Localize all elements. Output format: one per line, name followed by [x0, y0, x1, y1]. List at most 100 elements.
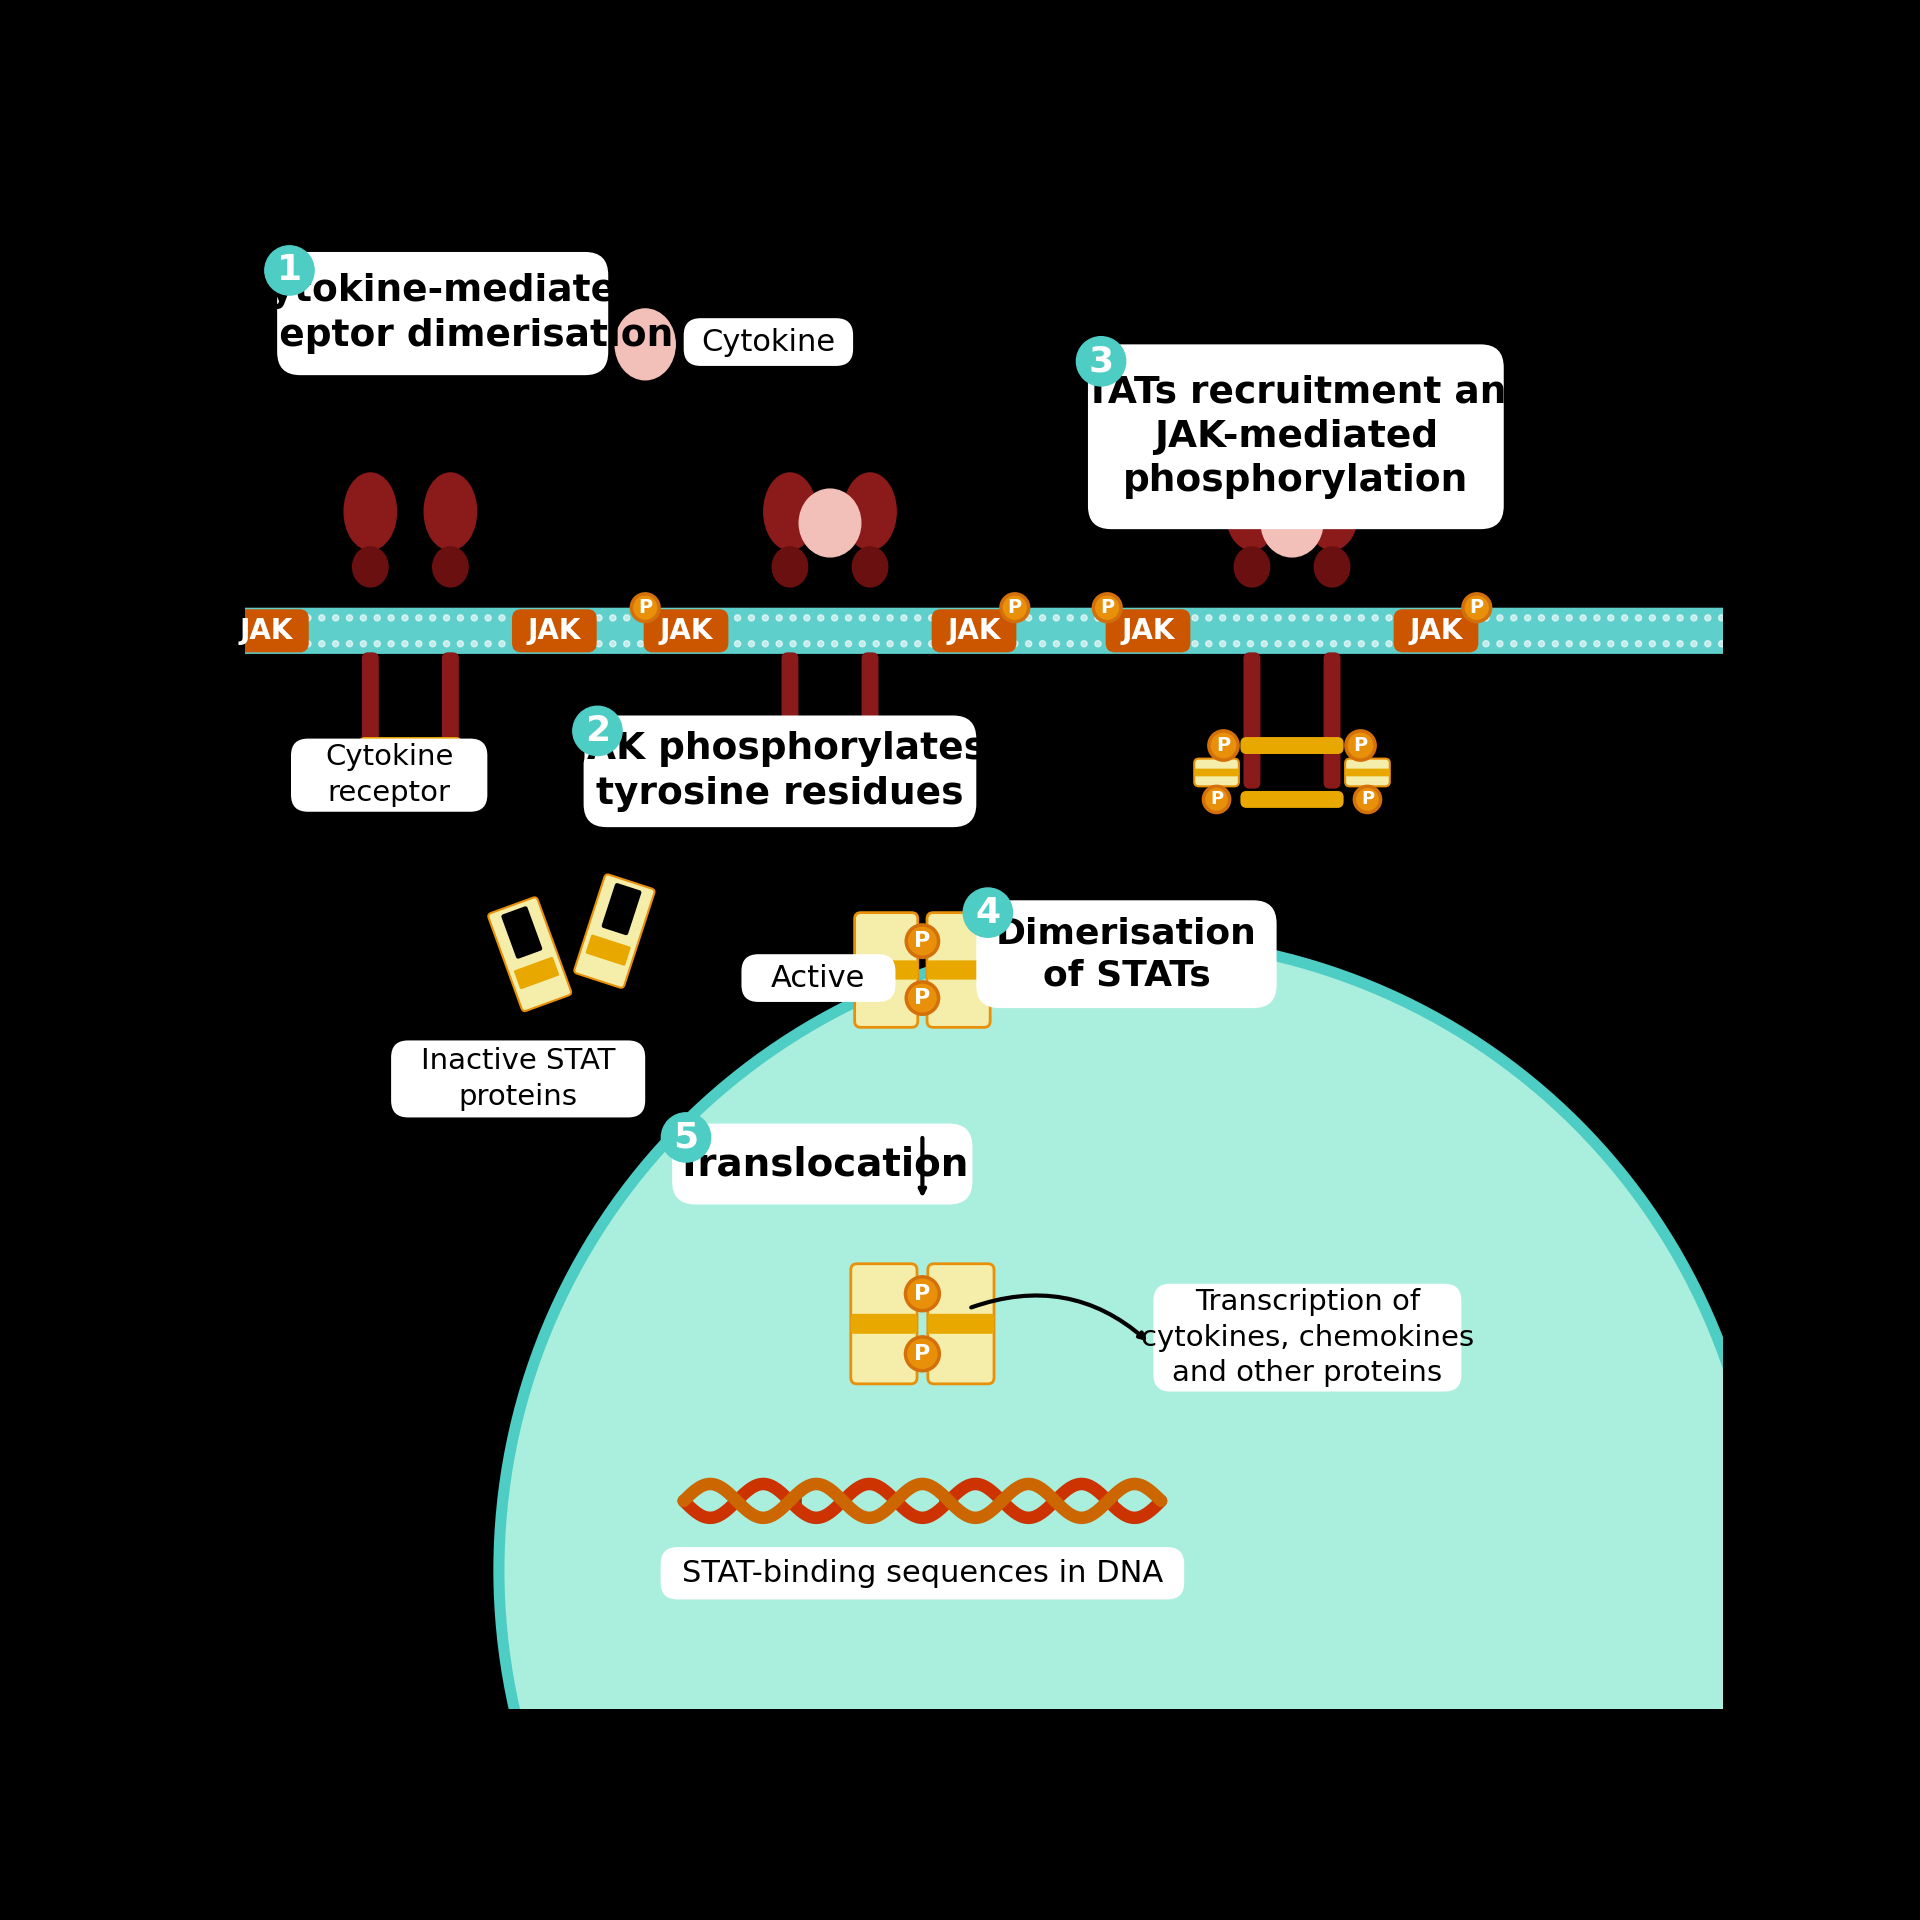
Circle shape [595, 641, 603, 647]
Circle shape [1331, 614, 1336, 620]
Circle shape [1511, 614, 1517, 620]
Circle shape [1663, 614, 1668, 620]
FancyBboxPatch shape [1240, 791, 1344, 808]
Circle shape [388, 641, 394, 647]
Circle shape [250, 641, 255, 647]
Circle shape [818, 614, 824, 620]
Circle shape [1718, 641, 1724, 647]
Circle shape [1636, 614, 1642, 620]
Circle shape [1551, 614, 1559, 620]
Circle shape [1206, 641, 1212, 647]
Circle shape [1150, 614, 1156, 620]
Circle shape [1288, 614, 1296, 620]
FancyBboxPatch shape [361, 653, 378, 789]
Circle shape [1524, 641, 1530, 647]
Circle shape [1663, 641, 1668, 647]
Circle shape [1622, 614, 1628, 620]
Circle shape [1192, 641, 1198, 647]
Ellipse shape [1261, 490, 1323, 557]
Circle shape [1649, 614, 1655, 620]
Circle shape [720, 614, 728, 620]
Circle shape [1304, 614, 1309, 620]
Circle shape [776, 641, 781, 647]
Circle shape [1054, 641, 1060, 647]
Circle shape [1427, 614, 1434, 620]
FancyBboxPatch shape [601, 883, 641, 935]
Circle shape [1705, 614, 1711, 620]
Circle shape [1068, 641, 1073, 647]
Circle shape [1357, 641, 1365, 647]
Circle shape [595, 614, 603, 620]
Text: P: P [914, 989, 931, 1008]
Text: P: P [637, 599, 653, 616]
Circle shape [789, 614, 797, 620]
Circle shape [637, 641, 643, 647]
Circle shape [1164, 641, 1171, 647]
Circle shape [572, 707, 622, 756]
Circle shape [1123, 641, 1129, 647]
Text: P: P [1100, 599, 1114, 616]
Circle shape [1346, 732, 1375, 760]
Circle shape [983, 641, 991, 647]
Circle shape [1524, 614, 1530, 620]
FancyBboxPatch shape [1323, 653, 1340, 789]
Circle shape [1179, 614, 1185, 620]
Text: 4: 4 [975, 895, 1000, 929]
Circle shape [1039, 614, 1046, 620]
Circle shape [906, 981, 939, 1014]
Circle shape [319, 641, 324, 647]
Circle shape [1386, 614, 1392, 620]
FancyBboxPatch shape [862, 653, 879, 789]
Circle shape [1692, 614, 1697, 620]
Circle shape [555, 614, 561, 620]
Circle shape [998, 641, 1004, 647]
Circle shape [929, 614, 935, 620]
Circle shape [499, 939, 1763, 1920]
Circle shape [693, 641, 699, 647]
Circle shape [1538, 641, 1544, 647]
Circle shape [632, 593, 659, 622]
Text: JAK: JAK [947, 616, 1000, 645]
Circle shape [693, 614, 699, 620]
Circle shape [1025, 641, 1031, 647]
Circle shape [499, 614, 505, 620]
Circle shape [845, 641, 852, 647]
Circle shape [1039, 641, 1046, 647]
Ellipse shape [764, 472, 816, 549]
Circle shape [1204, 787, 1229, 812]
Text: JAK: JAK [240, 616, 294, 645]
Circle shape [1676, 614, 1684, 620]
Circle shape [1676, 641, 1684, 647]
Text: P: P [1469, 599, 1484, 616]
Circle shape [860, 614, 866, 620]
Circle shape [388, 614, 394, 620]
Circle shape [720, 641, 728, 647]
Circle shape [1580, 641, 1586, 647]
Circle shape [1594, 641, 1599, 647]
FancyBboxPatch shape [513, 609, 597, 653]
FancyBboxPatch shape [442, 653, 459, 789]
Circle shape [1108, 614, 1116, 620]
FancyBboxPatch shape [931, 609, 1016, 653]
Circle shape [1210, 732, 1238, 760]
Circle shape [374, 614, 380, 620]
FancyBboxPatch shape [574, 874, 655, 987]
Circle shape [1400, 614, 1405, 620]
Circle shape [1636, 641, 1642, 647]
Text: P: P [1210, 791, 1223, 808]
Circle shape [900, 641, 906, 647]
Circle shape [1718, 614, 1724, 620]
Circle shape [749, 614, 755, 620]
Circle shape [998, 614, 1004, 620]
Circle shape [486, 614, 492, 620]
Circle shape [789, 641, 797, 647]
Circle shape [818, 641, 824, 647]
Circle shape [831, 641, 837, 647]
Circle shape [1373, 614, 1379, 620]
Text: Cytokine: Cytokine [701, 328, 835, 357]
Circle shape [1692, 641, 1697, 647]
Circle shape [983, 614, 991, 620]
Ellipse shape [424, 472, 476, 549]
Circle shape [361, 641, 367, 647]
Ellipse shape [1315, 547, 1350, 588]
